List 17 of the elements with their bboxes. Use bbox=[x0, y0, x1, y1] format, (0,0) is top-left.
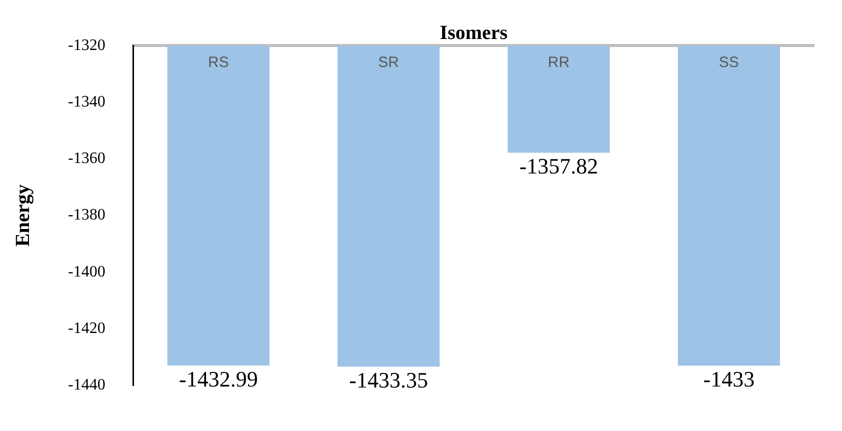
x-tick-label: SS bbox=[718, 54, 739, 72]
y-tick-label: -1340 bbox=[68, 93, 106, 110]
data-label: -1433 bbox=[703, 366, 755, 392]
y-tick-label: -1320 bbox=[68, 36, 106, 54]
y-tick-label: -1400 bbox=[68, 263, 106, 280]
x-tick-label: SR bbox=[378, 54, 400, 72]
y-tick-label: -1420 bbox=[68, 320, 106, 337]
data-label: -1433.35 bbox=[349, 367, 428, 392]
y-tick-label: -1440 bbox=[68, 376, 106, 394]
data-label: -1432.99 bbox=[179, 366, 258, 392]
x-tick-label: RR bbox=[548, 54, 570, 72]
y-tick-label: -1360 bbox=[68, 150, 106, 168]
x-axis-title: Isomers bbox=[440, 22, 508, 44]
x-tick-label: RS bbox=[208, 54, 229, 72]
y-axis-title: Energy bbox=[12, 184, 34, 247]
data-label: -1357.82 bbox=[519, 153, 598, 178]
y-tick-label: -1380 bbox=[68, 206, 106, 224]
